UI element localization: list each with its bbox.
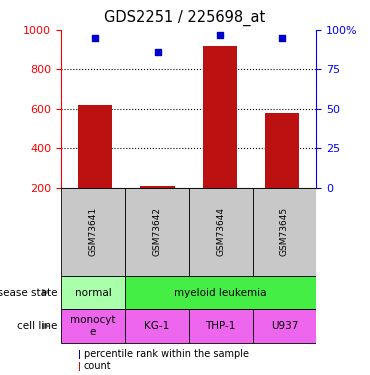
Point (155, 49, 161, 55)
Text: GSM73641: GSM73641 (88, 207, 97, 256)
Text: percentile rank within the sample: percentile rank within the sample (84, 350, 249, 359)
Bar (61, 188, 125, 276)
Bar (78, 105, 112, 188)
Text: THP-1: THP-1 (205, 321, 236, 331)
Text: GSM73645: GSM73645 (280, 207, 289, 256)
Text: count: count (84, 362, 111, 371)
Bar (125, 276, 316, 309)
Bar (79, 362, 80, 370)
Bar (61, 309, 125, 343)
Text: monocyt
e: monocyt e (70, 315, 116, 337)
Bar (141, 186, 175, 188)
Point (217, 32, 223, 38)
Text: disease state: disease state (0, 288, 57, 297)
Text: GSM73644: GSM73644 (216, 207, 225, 256)
Bar (189, 309, 252, 343)
Text: normal: normal (75, 288, 111, 297)
Bar (125, 188, 189, 276)
Point (92, 35, 98, 41)
Bar (203, 46, 237, 188)
Bar (125, 309, 189, 343)
Bar (252, 309, 316, 343)
Text: GSM73642: GSM73642 (152, 207, 161, 256)
Text: KG-1: KG-1 (144, 321, 169, 331)
Text: U937: U937 (271, 321, 298, 331)
Bar (252, 188, 316, 276)
Text: myeloid leukemia: myeloid leukemia (174, 288, 267, 297)
Point (279, 35, 285, 41)
Bar (79, 350, 80, 358)
Text: GDS2251 / 225698_at: GDS2251 / 225698_at (104, 9, 266, 26)
Bar (189, 188, 252, 276)
Text: cell line: cell line (17, 321, 57, 331)
Bar (61, 276, 125, 309)
Bar (265, 112, 299, 188)
